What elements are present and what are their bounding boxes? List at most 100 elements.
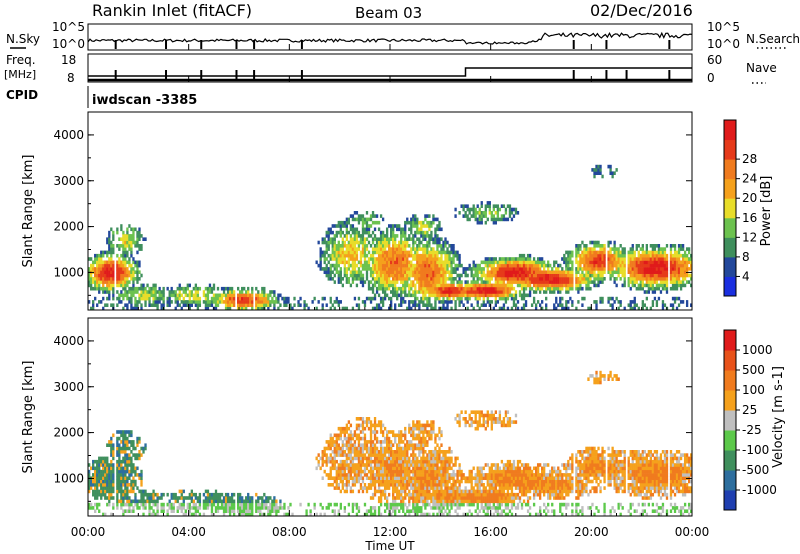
heatmap-cell <box>359 263 363 268</box>
heatmap-cell <box>118 499 121 504</box>
heatmap-cell <box>333 509 336 513</box>
heatmap-cell <box>404 227 407 232</box>
heatmap-cell <box>383 473 387 477</box>
heatmap-cell <box>631 253 634 258</box>
heatmap-cell <box>120 263 123 268</box>
heatmap-cell <box>373 247 377 251</box>
heatmap-cell <box>448 263 451 268</box>
heatmap-cell <box>351 263 355 268</box>
heatmap-cell <box>130 234 133 238</box>
heatmap-cell <box>597 168 600 172</box>
heatmap-cell <box>228 506 232 510</box>
heatmap-cell <box>271 502 274 507</box>
heatmap-cell <box>474 267 477 271</box>
heatmap-cell <box>661 257 665 261</box>
heatmap-cell <box>385 450 389 454</box>
heatmap-cell <box>373 220 377 225</box>
heatmap-cell <box>124 466 127 471</box>
heatmap-cell <box>649 270 653 274</box>
heatmap-cell <box>120 290 123 294</box>
heatmap-cell <box>96 267 99 271</box>
heatmap-cell <box>375 466 379 471</box>
heatmap-cell <box>230 296 234 301</box>
heatmap-cell <box>623 247 626 251</box>
heatmap-cell <box>458 280 461 284</box>
heatmap-cell <box>371 446 375 451</box>
heatmap-cell <box>504 277 508 281</box>
heatmap-cell <box>406 277 409 281</box>
heatmap-cell <box>601 244 604 248</box>
heatmap-cell <box>273 293 276 298</box>
heatmap-cell <box>392 224 395 228</box>
heatmap-cell <box>390 459 393 464</box>
heatmap-cell <box>643 267 646 271</box>
heatmap-cell <box>110 270 113 274</box>
heatmap-cell <box>210 296 214 301</box>
heatmap-cell <box>474 270 477 274</box>
heatmap-cell <box>504 290 508 294</box>
heatmap-cell <box>120 489 123 494</box>
heatmap-cell <box>387 283 391 288</box>
heatmap-cell <box>110 244 113 248</box>
heatmap-cell <box>510 293 514 298</box>
heatmap-cell <box>687 250 691 255</box>
heatmap-cell <box>112 234 115 238</box>
heatmap-cell <box>138 296 141 301</box>
heatmap-cell <box>418 263 421 268</box>
heatmap-cell <box>329 306 332 311</box>
heatmap-cell <box>408 260 411 265</box>
heatmap-cell <box>488 211 491 215</box>
heatmap-cell <box>651 253 655 258</box>
heatmap-cell <box>575 283 578 288</box>
heatmap-cell <box>470 270 473 274</box>
heatmap-cell <box>363 502 367 507</box>
heatmap-cell <box>132 240 135 245</box>
heatmap-cell <box>496 273 500 278</box>
heatmap-cell <box>597 257 600 261</box>
heatmap-cell <box>476 296 479 301</box>
heatmap-cell <box>343 430 346 434</box>
heatmap-cell <box>355 476 359 480</box>
heatmap-cell <box>488 283 491 288</box>
heatmap-cell <box>398 260 401 265</box>
heatmap-cell <box>408 250 411 255</box>
heatmap-cell <box>126 306 129 311</box>
heatmap-cell <box>436 267 439 271</box>
heatmap-cell <box>538 260 542 265</box>
heatmap-cell <box>510 270 514 274</box>
heatmap-cell <box>136 303 139 307</box>
heatmap-cell <box>148 492 151 497</box>
heatmap-cell <box>92 286 95 291</box>
heatmap-cell <box>365 420 369 424</box>
heatmap-cell <box>375 273 379 278</box>
heatmap-cell <box>343 506 346 510</box>
heatmap-cell <box>232 506 236 510</box>
heatmap-cell <box>124 286 127 291</box>
heatmap-cell <box>247 303 250 307</box>
heatmap-cell <box>345 446 349 451</box>
heatmap-cell <box>543 260 546 265</box>
y-tick-label: 1000 <box>53 265 84 279</box>
heatmap-cell <box>567 267 570 271</box>
heatmap-cell <box>426 270 429 274</box>
heatmap-cell <box>106 277 109 281</box>
heatmap-cell <box>390 280 393 284</box>
heatmap-cell <box>597 240 600 245</box>
heatmap-cell <box>279 499 282 504</box>
heatmap-cell <box>305 509 308 513</box>
heatmap-cell <box>643 257 646 261</box>
heatmap-cell <box>478 211 481 215</box>
heatmap-cell <box>359 423 363 428</box>
heatmap-cell <box>162 509 165 513</box>
heatmap-cell <box>673 253 677 258</box>
heatmap-cell <box>653 267 657 271</box>
heatmap-cell <box>530 277 534 281</box>
heatmap-cell <box>649 244 653 248</box>
heatmap-cell <box>315 306 318 311</box>
heatmap-cell <box>373 250 377 255</box>
heatmap-cell <box>371 290 375 294</box>
heatmap-cell <box>361 456 365 461</box>
heatmap-cell <box>102 253 105 258</box>
y-tick-label: 2000 <box>53 220 84 234</box>
colorbar-tick-label: 28 <box>742 152 757 166</box>
